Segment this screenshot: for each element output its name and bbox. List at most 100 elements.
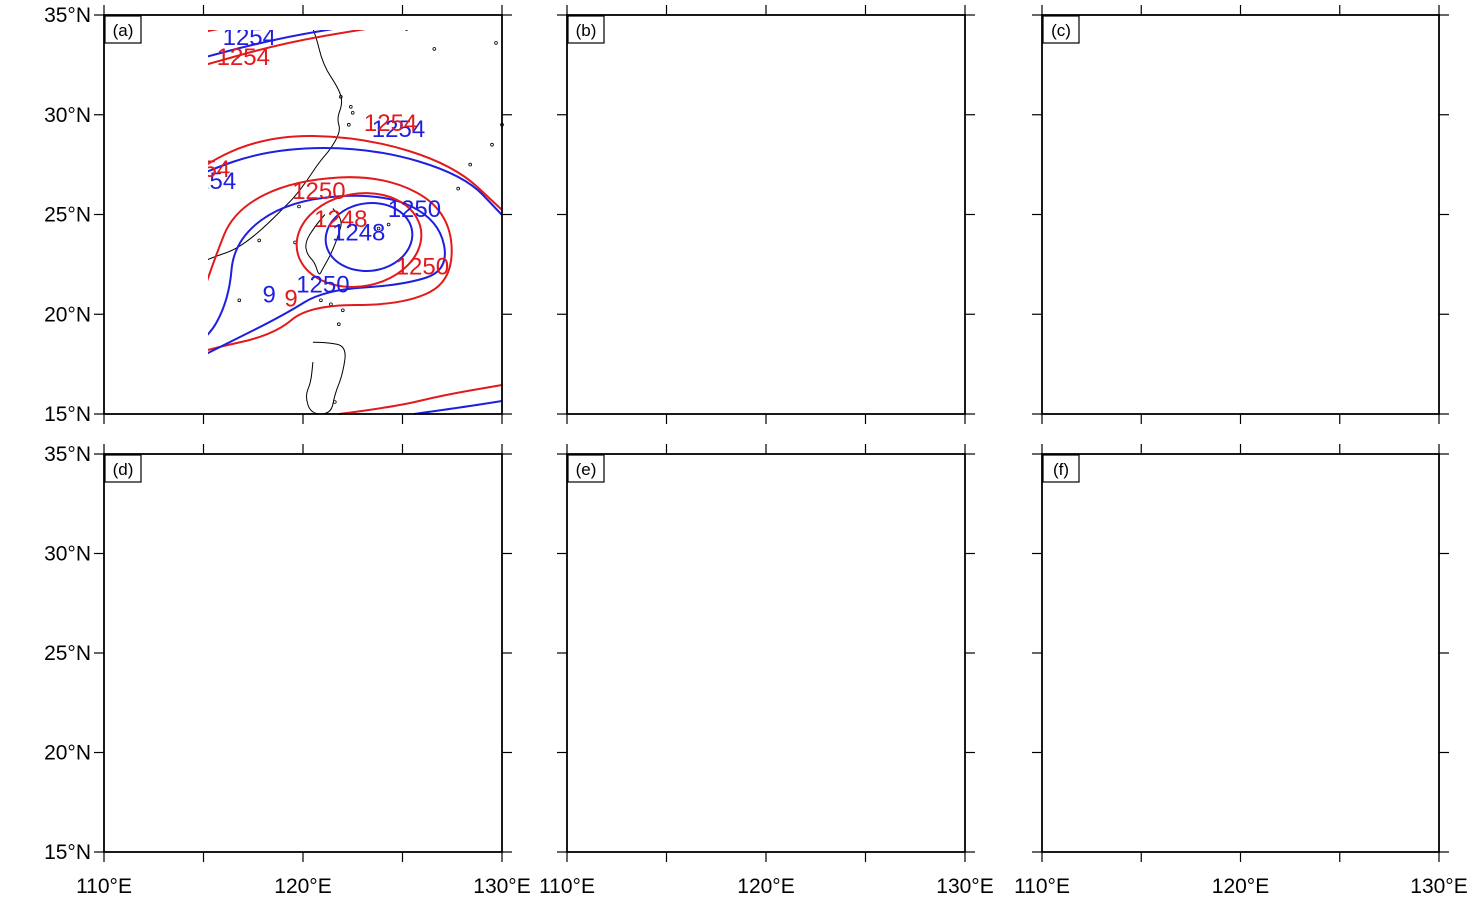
island (298, 644, 301, 647)
y-tick-label: 25°N (44, 204, 91, 227)
panel-label-box (104, 15, 142, 44)
contour-label: 586 (712, 656, 752, 683)
island (186, 705, 189, 708)
island (812, 105, 815, 108)
island (237, 298, 242, 303)
contour-line (1142, 279, 1296, 375)
island (721, 239, 724, 242)
island (800, 323, 803, 326)
contour-label: 1250 (1214, 142, 1267, 169)
panel-label: (c) (1051, 21, 1071, 40)
island (804, 309, 807, 312)
contour-label: 1248 (723, 254, 776, 281)
contour-label: 586 (830, 720, 870, 747)
panel-label: (a) (113, 21, 134, 40)
typhoon-symbol: 9 (1184, 718, 1197, 745)
island (761, 205, 764, 208)
island (1394, 187, 1397, 190)
contour-label: 586 (1101, 714, 1141, 741)
island (793, 303, 796, 306)
contour-line (206, 706, 341, 812)
contour-label: 586 (349, 716, 389, 743)
island (451, 18, 454, 21)
typhoon-symbol: 9 (712, 720, 725, 747)
contour-line (413, 400, 503, 415)
contour-line (1042, 112, 1328, 345)
contour-label: 590 (1270, 581, 1310, 608)
typhoon-symbol: 9 (284, 286, 297, 313)
island (469, 602, 472, 605)
contour-line (1091, 693, 1282, 847)
island (796, 839, 799, 842)
contour-line (802, 25, 965, 105)
contour-line (1312, 49, 1439, 135)
contour-line (747, 454, 965, 654)
island (796, 401, 799, 404)
contour-line (119, 603, 502, 849)
contour-label: 590 (1296, 589, 1336, 616)
contour-label: 1254 (873, 16, 926, 43)
island (451, 457, 454, 460)
island (386, 222, 391, 227)
contour-label: 1250 (296, 272, 349, 299)
island (377, 666, 380, 669)
island (425, 461, 428, 464)
contour-label: 1254 (177, 156, 230, 183)
island (804, 747, 807, 750)
contour-label: 1250 (396, 254, 449, 281)
island (868, 28, 871, 31)
island (477, 16, 480, 19)
island (810, 562, 813, 565)
contour-label: 1248 (1242, 200, 1295, 227)
contour-line (1124, 678, 1315, 824)
island (1370, 48, 1373, 51)
contour-label: 1248 (332, 220, 385, 247)
contour-line (1042, 350, 1202, 405)
island (701, 299, 704, 302)
coastline (1042, 15, 1279, 314)
island (1388, 18, 1391, 21)
contour-label: 1248 (314, 206, 367, 233)
typhoon-symbol: 9 (1216, 718, 1229, 745)
island (1271, 401, 1274, 404)
island (1287, 544, 1290, 547)
island (1176, 299, 1179, 302)
island (920, 626, 923, 629)
contour-line (693, 722, 770, 795)
contour-label: 586 (1258, 710, 1298, 737)
contour-label: 1254 (819, 84, 872, 111)
island (347, 122, 351, 127)
island (914, 18, 917, 21)
contour-label: 1250 (1134, 349, 1187, 376)
island (888, 461, 891, 464)
map-frame (566, 453, 966, 853)
contour-label: 1250 (388, 196, 441, 223)
island (333, 839, 336, 842)
contour-line (1192, 454, 1439, 824)
contour-label: 1250 (1254, 154, 1307, 181)
island (1279, 747, 1282, 750)
island (376, 226, 381, 231)
contour-label: 590 (1340, 736, 1380, 763)
island (330, 741, 333, 744)
coastline-group (1042, 454, 1440, 852)
typhoon-symbol: 9 (1178, 282, 1191, 309)
island (320, 737, 323, 740)
island (1267, 741, 1270, 744)
island (257, 238, 262, 243)
coastline (567, 454, 805, 753)
panel-label: (b) (576, 21, 597, 40)
coastline (1244, 342, 1283, 414)
island (1271, 839, 1274, 842)
contour-line (1201, 715, 1263, 763)
contour-line (208, 30, 334, 58)
island (1315, 666, 1318, 669)
contour-label: 1250 (1293, 363, 1346, 390)
panels-layer: 1254125412541254125412541250125012481248… (44, 4, 1468, 898)
island (1277, 534, 1280, 537)
island (932, 602, 935, 605)
typhoon-symbol: 9 (288, 728, 301, 755)
contour-label: 586 (736, 664, 776, 691)
